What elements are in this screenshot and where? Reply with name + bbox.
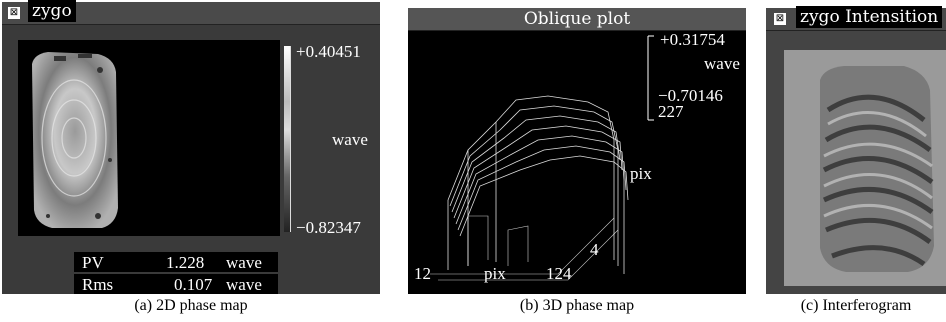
stat-label: Rms [82, 275, 114, 294]
oblique-3d-plot [430, 35, 654, 281]
y-axis-label: pix [630, 164, 652, 183]
colorbar-min-label: −0.70146 [658, 86, 723, 105]
window-title: Oblique plot [523, 9, 631, 29]
colorbar-max-label: +0.40451 [296, 42, 361, 61]
stat-unit: wave [226, 275, 262, 294]
caption-2d-phase-map: (a) 2D phase map [134, 297, 248, 314]
stats-row-pv: PV 1.228 wave [74, 252, 278, 272]
colorbar-min-label: −0.82347 [296, 218, 361, 237]
colorbar-unit-label: wave [704, 54, 740, 73]
stat-value: 0.107 [174, 275, 213, 294]
stats-row-rms: Rms 0.107 wave [74, 274, 278, 294]
colorbar-unit-label: wave [332, 130, 368, 149]
close-box-icon[interactable]: ⊠ [8, 7, 20, 19]
close-box-icon[interactable]: ⊠ [774, 13, 786, 25]
stat-unit: wave [226, 253, 262, 272]
y-axis-bottom-tick: 4 [590, 240, 599, 259]
stat-value: 1.228 [166, 253, 205, 272]
window-title: zygo [28, 0, 76, 22]
phase-map-image [32, 52, 118, 228]
phase-map-colorbar [284, 46, 290, 232]
oblique-plot-titlebar: Oblique plot [408, 8, 746, 31]
x-axis-right-tick: 124 [546, 264, 572, 283]
y-axis-top-tick: 227 [658, 102, 684, 121]
phase-map-plot [18, 40, 280, 236]
caption-3d-phase-map: (b) 3D phase map [519, 297, 635, 314]
stat-label: PV [82, 253, 104, 272]
caption-interferogram: (c) Interferogram [800, 297, 912, 314]
colorbar-ticks [290, 46, 295, 232]
colorbar-max-label: +0.31754 [660, 30, 725, 49]
x-axis-left-tick: 12 [414, 264, 431, 283]
interferogram-titlebar: ⊠ zygo Intensition [766, 6, 946, 31]
x-axis-label: pix [484, 264, 506, 283]
phase-map-titlebar: ⊠ zygo [2, 0, 380, 25]
interferogram-window: ⊠ zygo Intensition [766, 6, 946, 294]
interferogram-image [784, 50, 946, 286]
oblique-plot-window: Oblique plot +0.31754 wave −0.70146 227 [408, 8, 746, 294]
window-title: zygo Intensition [796, 6, 943, 28]
phase-map-window: ⊠ zygo [2, 0, 380, 294]
